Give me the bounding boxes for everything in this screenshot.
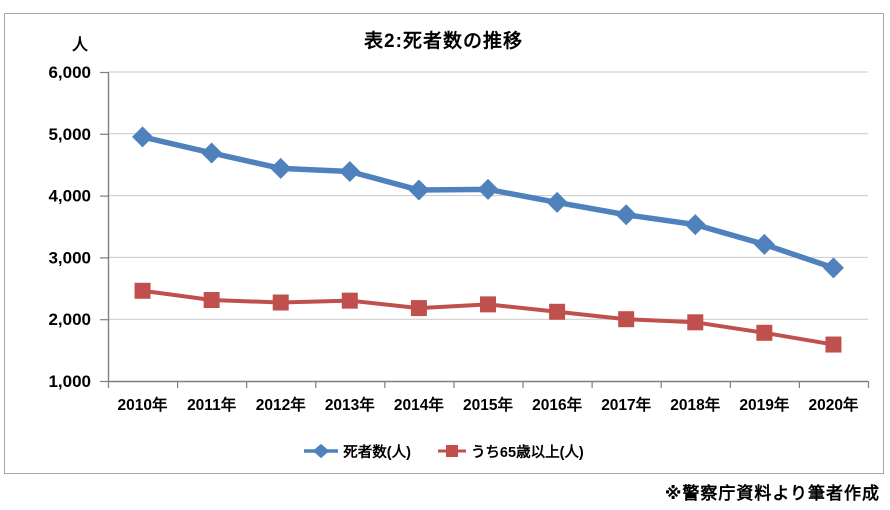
y-axis-unit-label: 人 bbox=[71, 37, 88, 54]
data-point-marker bbox=[615, 204, 637, 226]
x-axis-label: 2012年 bbox=[256, 395, 306, 414]
data-point-marker bbox=[546, 191, 568, 213]
x-axis-label: 2019年 bbox=[739, 395, 789, 414]
legend-item-deaths: 死者数(人) bbox=[303, 441, 411, 462]
data-point-marker bbox=[477, 178, 499, 200]
x-axis-label: 2013年 bbox=[325, 395, 375, 414]
y-axis-label: 6,000 bbox=[48, 63, 91, 82]
chart-title: 表2:死者数の推移 bbox=[364, 31, 523, 52]
chart-border bbox=[4, 13, 884, 474]
data-point-marker bbox=[549, 303, 566, 320]
y-axis-label: 3,000 bbox=[48, 248, 91, 267]
data-point-marker bbox=[134, 282, 151, 299]
data-point-marker bbox=[825, 336, 842, 353]
data-point-marker bbox=[480, 296, 496, 313]
legend-item-elderly: うち65歳以上(人) bbox=[437, 441, 584, 462]
data-point-marker bbox=[203, 292, 220, 309]
x-axis-label: 2020年 bbox=[808, 395, 858, 414]
x-axis-label: 2016年 bbox=[532, 395, 582, 414]
y-axis-label: 1,000 bbox=[48, 372, 91, 391]
data-point-marker bbox=[684, 214, 706, 236]
x-axis-label: 2015年 bbox=[463, 395, 513, 414]
data-point-marker bbox=[822, 257, 844, 279]
data-point-marker bbox=[618, 311, 635, 328]
x-axis-label: 2018年 bbox=[670, 395, 720, 414]
data-point-marker bbox=[408, 179, 430, 201]
legend: 死者数(人) うち65歳以上(人) bbox=[4, 438, 883, 464]
x-axis-label: 2011年 bbox=[187, 395, 237, 414]
y-axis-label: 5,000 bbox=[48, 125, 91, 144]
legend-label-deaths: 死者数(人) bbox=[343, 444, 411, 461]
data-point-marker bbox=[753, 233, 775, 255]
data-point-marker bbox=[270, 157, 292, 179]
y-axis-label: 4,000 bbox=[48, 187, 91, 206]
data-point-marker bbox=[687, 314, 704, 331]
data-point-marker bbox=[756, 324, 773, 341]
x-axis-label: 2017年 bbox=[601, 395, 651, 414]
source-note: ※警察庁資料より筆者作成 bbox=[664, 484, 880, 503]
data-point-marker bbox=[410, 300, 427, 317]
legend-label-elderly: うち65歳以上(人) bbox=[470, 444, 584, 461]
data-point-marker bbox=[132, 126, 154, 148]
data-point-marker bbox=[201, 142, 223, 164]
x-axis-label: 2010年 bbox=[118, 395, 168, 414]
data-point-marker bbox=[341, 292, 358, 309]
x-axis-label: 2014年 bbox=[394, 395, 444, 414]
series-line-deaths bbox=[139, 134, 837, 271]
elderly-series-legend-icon bbox=[437, 445, 466, 457]
data-point-marker bbox=[339, 160, 361, 182]
y-axis-label: 2,000 bbox=[48, 310, 91, 329]
data-point-marker bbox=[272, 294, 289, 311]
deaths-series-legend-icon bbox=[304, 444, 339, 458]
